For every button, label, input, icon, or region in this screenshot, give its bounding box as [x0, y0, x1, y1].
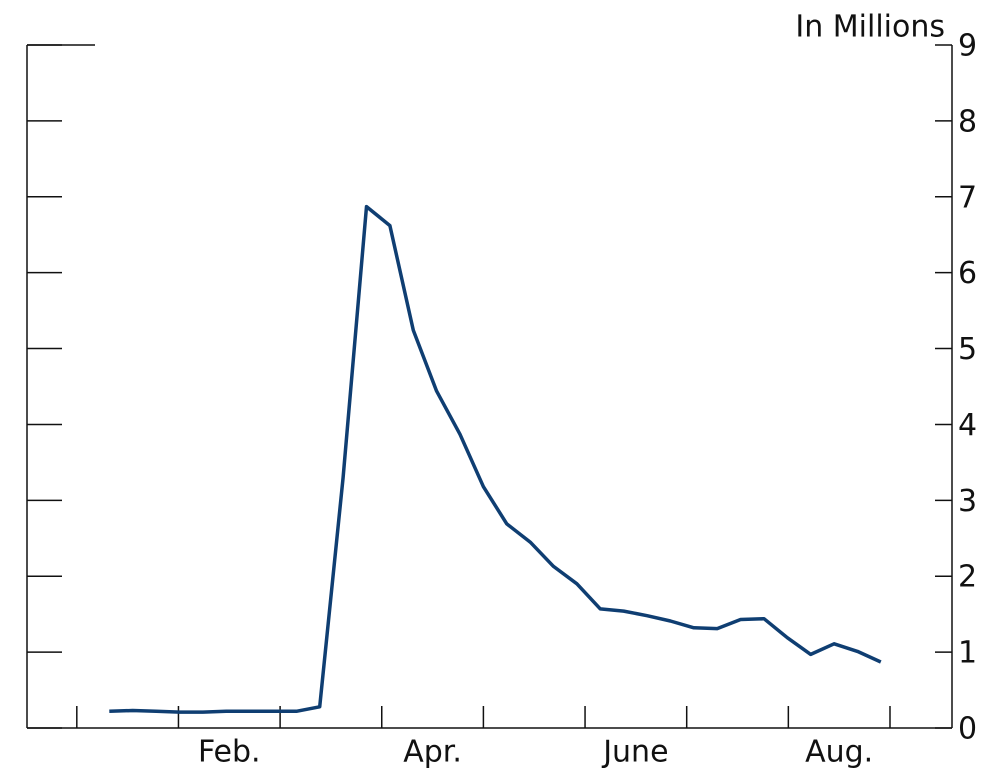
y-tick-label: 0 — [958, 712, 977, 747]
y-tick-label: 7 — [958, 180, 977, 215]
x-tick-label: Aug. — [805, 735, 873, 770]
y-tick-label: 3 — [958, 484, 977, 519]
x-tick-label: June — [601, 735, 668, 770]
y-tick-label: 9 — [958, 29, 977, 64]
y-tick-label: 1 — [958, 636, 977, 671]
line — [109, 204, 882, 714]
y-axis-label: In Millions — [795, 10, 945, 45]
y-tick-label: 2 — [958, 560, 977, 595]
y-tick-label: 5 — [958, 332, 977, 367]
y-tick-label: 6 — [958, 256, 977, 291]
y-tick-label: 4 — [958, 408, 977, 443]
x-tick-label: Feb. — [198, 735, 261, 770]
y-tick-label: 8 — [958, 104, 977, 139]
x-tick-label: Apr. — [403, 735, 462, 770]
